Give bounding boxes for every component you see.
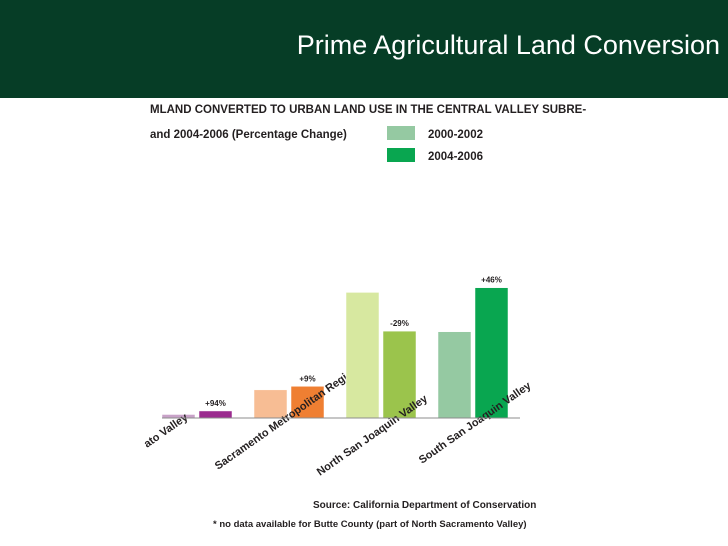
legend-swatch-2004-2006 bbox=[387, 148, 415, 162]
slide-title: Prime Agricultural Land Conversion bbox=[296, 30, 720, 60]
data-label-change-2: -29% bbox=[390, 319, 409, 328]
bar-2000-2002-3 bbox=[437, 331, 472, 419]
data-label-change-3: +46% bbox=[481, 276, 502, 285]
legend-label-2000-2002: 2000-2002 bbox=[428, 129, 483, 141]
slide-header: Prime Agricultural Land Conversion bbox=[0, 0, 728, 98]
legend-swatch-2000-2002 bbox=[387, 126, 415, 140]
bar-2004-2006-1 bbox=[290, 386, 325, 419]
chart-title-line1: MLAND CONVERTED TO URBAN LAND USE IN THE… bbox=[150, 104, 586, 116]
bar-2004-2006-3 bbox=[474, 287, 509, 419]
data-label-change-1: +9% bbox=[299, 374, 315, 383]
chart-legend: 2000-2002 2004-2006 bbox=[387, 126, 483, 163]
chart-source: Source: California Department of Conserv… bbox=[313, 500, 536, 511]
bar-2004-2006-0 bbox=[198, 410, 233, 419]
legend-label-2004-2006: 2004-2006 bbox=[428, 151, 483, 163]
data-label-change-0: +94% bbox=[205, 399, 226, 408]
bar-chart: MLAND CONVERTED TO URBAN LAND USE IN THE… bbox=[142, 104, 586, 530]
bar-2004-2006-2 bbox=[382, 330, 417, 419]
chart-bars: +94%ato Valley+9%Sacramento Metropolitan… bbox=[142, 276, 534, 479]
chart-title-line2: and 2004-2006 (Percentage Change) bbox=[150, 129, 347, 141]
bar-2000-2002-2 bbox=[345, 292, 380, 419]
bar-2000-2002-1 bbox=[253, 389, 288, 419]
chart-footnote: * no data available for Butte County (pa… bbox=[213, 519, 527, 530]
